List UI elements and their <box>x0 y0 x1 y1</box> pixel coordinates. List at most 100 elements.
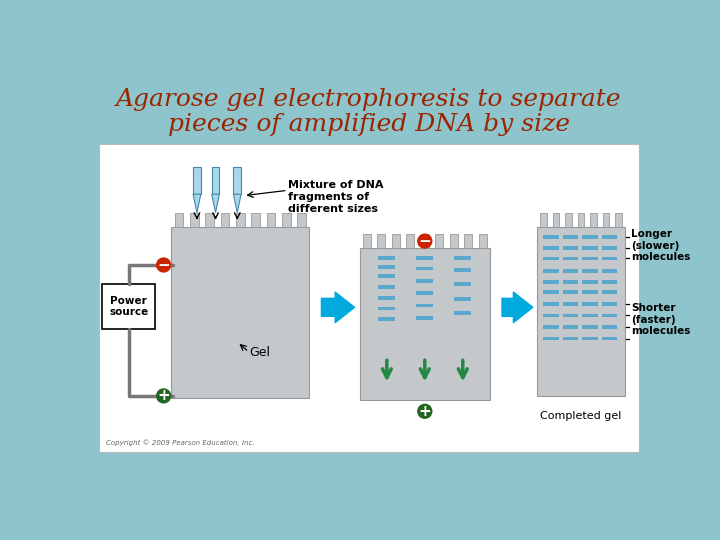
Bar <box>454 268 472 272</box>
Bar <box>552 213 559 227</box>
Text: −: − <box>157 258 170 273</box>
FancyArrowPatch shape <box>321 292 354 322</box>
Circle shape <box>157 389 171 403</box>
Bar <box>479 234 487 248</box>
Bar <box>601 280 617 284</box>
Bar <box>544 325 559 329</box>
Bar <box>416 303 433 307</box>
Bar <box>378 296 395 300</box>
Bar <box>565 213 572 227</box>
Bar <box>378 274 395 278</box>
Circle shape <box>418 404 432 418</box>
Bar <box>601 336 617 340</box>
Bar <box>464 234 472 248</box>
Bar <box>582 256 598 260</box>
Bar <box>590 213 597 227</box>
Bar <box>205 213 214 227</box>
Bar <box>267 213 275 227</box>
Bar <box>601 291 617 294</box>
Bar <box>601 314 617 318</box>
Bar <box>454 311 472 315</box>
Bar <box>544 269 559 273</box>
Bar <box>544 291 559 294</box>
Bar <box>563 246 578 249</box>
Bar <box>454 282 472 286</box>
Bar <box>378 285 395 289</box>
Bar <box>563 291 578 294</box>
Bar <box>544 235 559 239</box>
Text: +: + <box>418 404 431 419</box>
Bar <box>190 213 199 227</box>
Circle shape <box>157 258 171 272</box>
Bar <box>99 144 639 452</box>
Bar <box>563 336 578 340</box>
Bar <box>563 280 578 284</box>
Bar <box>378 265 395 269</box>
Text: Longer
(slower)
molecules: Longer (slower) molecules <box>631 229 690 262</box>
Bar <box>540 213 547 227</box>
Bar <box>563 302 578 306</box>
Text: Agarose gel electrophoresis to separate: Agarose gel electrophoresis to separate <box>116 88 622 111</box>
Bar <box>601 256 617 260</box>
Bar <box>378 307 395 310</box>
Bar <box>416 279 433 283</box>
Bar <box>582 325 598 329</box>
Bar <box>171 227 310 398</box>
Polygon shape <box>212 194 220 213</box>
Bar <box>582 235 598 239</box>
FancyArrowPatch shape <box>502 292 533 322</box>
Bar <box>102 284 155 329</box>
Bar <box>416 256 433 260</box>
Bar <box>544 336 559 340</box>
Bar <box>582 314 598 318</box>
Text: Shorter
(faster)
molecules: Shorter (faster) molecules <box>631 303 690 336</box>
Bar <box>544 280 559 284</box>
Bar <box>544 246 559 249</box>
Bar <box>563 325 578 329</box>
Bar <box>360 248 490 400</box>
Bar <box>406 234 414 248</box>
Text: Copyright © 2009 Pearson Education, Inc.: Copyright © 2009 Pearson Education, Inc. <box>106 440 254 446</box>
Bar <box>297 213 306 227</box>
Bar <box>436 234 444 248</box>
Bar <box>582 246 598 249</box>
Bar <box>603 213 609 227</box>
Bar <box>236 213 245 227</box>
Bar <box>601 246 617 249</box>
Bar <box>416 316 433 320</box>
Bar <box>601 302 617 306</box>
Bar <box>601 235 617 239</box>
Bar <box>563 235 578 239</box>
Bar <box>193 167 201 194</box>
Text: Completed gel: Completed gel <box>540 411 621 421</box>
Bar <box>416 267 433 271</box>
Bar <box>537 227 625 396</box>
Bar <box>233 167 241 194</box>
Bar <box>392 234 400 248</box>
Bar <box>251 213 260 227</box>
Bar <box>601 325 617 329</box>
Bar <box>577 213 585 227</box>
Bar <box>582 302 598 306</box>
Bar <box>221 213 229 227</box>
Bar <box>582 280 598 284</box>
Bar <box>175 213 184 227</box>
Text: −: − <box>418 234 431 248</box>
Bar <box>420 234 429 248</box>
Bar <box>544 302 559 306</box>
Text: pieces of amplified DNA by size: pieces of amplified DNA by size <box>168 112 570 136</box>
Bar <box>454 256 472 260</box>
Text: Power
source: Power source <box>109 296 148 318</box>
Bar <box>450 234 458 248</box>
Bar <box>563 314 578 318</box>
Bar <box>378 256 395 260</box>
Polygon shape <box>233 194 241 213</box>
Circle shape <box>418 234 432 248</box>
Bar <box>544 256 559 260</box>
Polygon shape <box>193 194 201 213</box>
Bar <box>377 234 385 248</box>
Text: Mixture of DNA
fragments of
different sizes: Mixture of DNA fragments of different si… <box>287 180 383 213</box>
Bar <box>282 213 291 227</box>
Text: Gel: Gel <box>249 346 270 359</box>
Bar <box>615 213 622 227</box>
